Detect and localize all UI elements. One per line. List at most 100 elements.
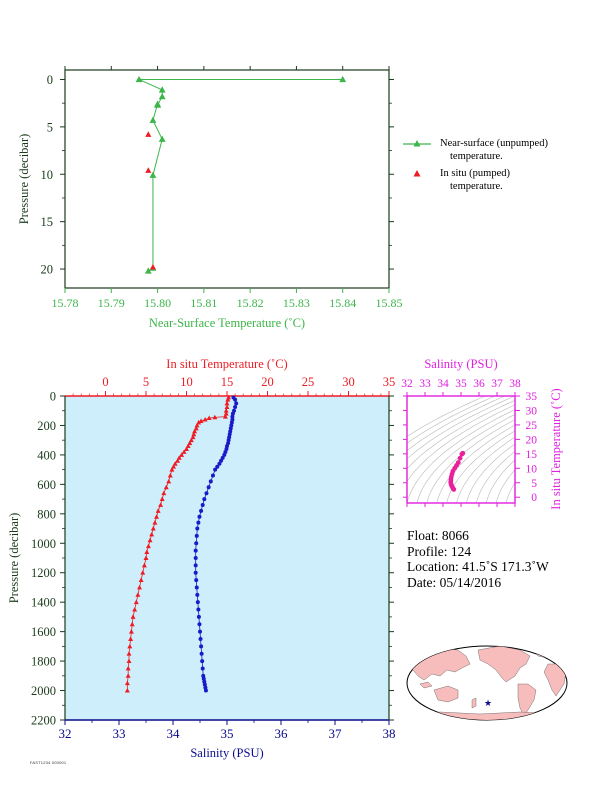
near-surface-y-tick-label: 5 <box>47 120 53 134</box>
near-surface-x-tick-label: 15.81 <box>190 296 217 310</box>
profile-temperature-point <box>141 562 147 568</box>
profile-salinity-tick-label: 35 <box>221 726 234 741</box>
profile-salinity-point <box>234 401 239 406</box>
profile-pressure-tick-label: 1000 <box>31 537 56 551</box>
profile-temperature-point <box>129 621 135 627</box>
profile-temperature-point <box>185 443 191 449</box>
ts-density-contour <box>407 396 506 451</box>
profile-salinity-point <box>204 491 209 496</box>
profile-temperature-point <box>176 455 182 460</box>
profile-temperature-point <box>222 414 228 419</box>
profile-pressure-tick-label: 600 <box>37 478 56 492</box>
profile-temperature-point <box>190 434 196 440</box>
profile-salinity-point <box>195 592 200 597</box>
profile-salinity-ticks: 32 33 34 35 36 37 38 <box>59 720 396 741</box>
ts-density-contour <box>536 396 612 503</box>
profile-temperature-point <box>154 514 159 519</box>
profile-temperature-point <box>144 549 150 555</box>
near-surface-y-tick-label: 10 <box>41 168 54 182</box>
near-surface-x-ticks: 15.78 15.79 15.80 15.81 15.82 15.83 15.84 15.85 <box>52 66 403 310</box>
ts-salinity-tick-label: 32 <box>401 378 413 390</box>
profile-temperature-point <box>158 502 164 507</box>
near-surface-y-ticks: 0 5 10 15 20 <box>41 73 394 277</box>
profile-salinity-point <box>199 508 204 513</box>
near-surface-unpumped-point <box>158 86 166 93</box>
ts-salinity-tick-label: 37 <box>491 378 503 390</box>
profile-salinity-point <box>206 485 211 490</box>
profile-salinity-point <box>230 414 235 419</box>
profile-salinity-point <box>194 533 199 538</box>
float-info: Float: 8066 Profile: 124 Location: 41.5˚… <box>407 528 549 590</box>
profile-salinity-point <box>213 467 218 472</box>
profile-temperature-point <box>138 577 144 583</box>
ts-density-contour <box>407 399 515 470</box>
profile-y-axis-label: Pressure (decibar) <box>7 513 21 604</box>
profile-temperature-point <box>125 673 131 678</box>
profile-pressure-tick-label: 1600 <box>31 625 56 639</box>
near-surface-y-tick-label: 0 <box>47 73 53 87</box>
near-surface-plot-frame <box>64 69 390 289</box>
profile-salinity-point <box>196 520 201 525</box>
profile-temperature-point <box>224 400 230 406</box>
near-surface-panel: 15.78 15.79 15.80 15.81 15.82 15.83 15.84 15.85… <box>17 66 403 330</box>
near-surface-unpumped-point <box>154 100 161 107</box>
profile-salinity-point <box>215 464 220 469</box>
profile-date: Date: 05/14/2016 <box>407 574 502 590</box>
profile-salinity-point <box>198 637 203 641</box>
legend-pumped-symbol <box>413 170 421 177</box>
profile-temperature-point <box>128 636 134 641</box>
near-surface-x-tick-label: 15.82 <box>237 296 264 310</box>
profile-temperature-point <box>128 629 134 634</box>
profile-temperature-tick-label: 10 <box>180 375 193 389</box>
profile-pressure-tick-label: 800 <box>37 507 56 521</box>
profile-temperature-point <box>224 404 230 409</box>
profile-salinity-point <box>219 458 224 463</box>
ts-temperature-tick-label: 20 <box>526 434 538 446</box>
profile-temperature-point <box>181 449 187 454</box>
ts-density-contour <box>485 459 515 503</box>
profile-temperature-point <box>188 437 194 443</box>
profile-temperature-point <box>130 614 136 619</box>
near-surface-unpumped-point <box>149 171 157 178</box>
profile-temperature-point <box>132 606 138 612</box>
profile-salinity-point <box>196 607 201 612</box>
profile-salinity-point <box>233 397 238 402</box>
ts-profile-point <box>459 451 465 457</box>
profile-salinity-point <box>203 688 208 693</box>
profile-salinity-tick-label: 32 <box>59 726 72 741</box>
ts-density-contour <box>407 404 515 482</box>
profile-temperature-point <box>166 478 172 484</box>
profile-temperature-point <box>225 397 231 402</box>
ts-salinity-tick-label: 33 <box>419 378 431 390</box>
profile-temperature-point <box>187 440 193 446</box>
profile-temperature-point <box>191 431 197 437</box>
profile-salinity-point <box>196 614 201 619</box>
near-surface-y-axis-label: Pressure (decibar) <box>17 134 31 225</box>
profile-temperature-tick-label: 20 <box>261 375 274 389</box>
location-map: ★ <box>406 645 568 721</box>
map-float-location-marker: ★ <box>484 698 492 708</box>
ts-density-contour <box>407 396 486 437</box>
ts-density-contour <box>407 409 515 503</box>
profile-temperature-point <box>127 643 133 649</box>
near-surface-unpumped-point <box>158 135 166 142</box>
ts-density-contour <box>426 419 515 503</box>
profile-temperature-tick-label: 5 <box>143 375 149 389</box>
profile-salinity-point <box>202 497 207 502</box>
profile-salinity-point <box>195 600 200 605</box>
legend-pumped-label-line1: In situ (pumped) <box>440 168 510 179</box>
profile-salinity-point <box>222 452 227 457</box>
profile-temperature-point <box>145 543 151 549</box>
profile-temperature-point <box>198 418 204 423</box>
profile-pressure-tick-label: 1400 <box>31 596 56 610</box>
profile-series <box>124 394 239 693</box>
profile-pressure-tick-label: 1200 <box>31 566 56 580</box>
ts-y-axis-label: In situ Temperature (˚C) <box>549 388 563 509</box>
profile-salinity-point <box>193 548 198 553</box>
profile-pressure-tick-label: 0 <box>50 390 56 404</box>
profile-salinity-point <box>193 570 198 575</box>
profile-temperature-point <box>159 496 165 502</box>
profile-temperature-point <box>192 428 198 434</box>
profile-temperature-point <box>124 680 130 686</box>
near-surface-y-tick-label: 20 <box>41 263 54 277</box>
